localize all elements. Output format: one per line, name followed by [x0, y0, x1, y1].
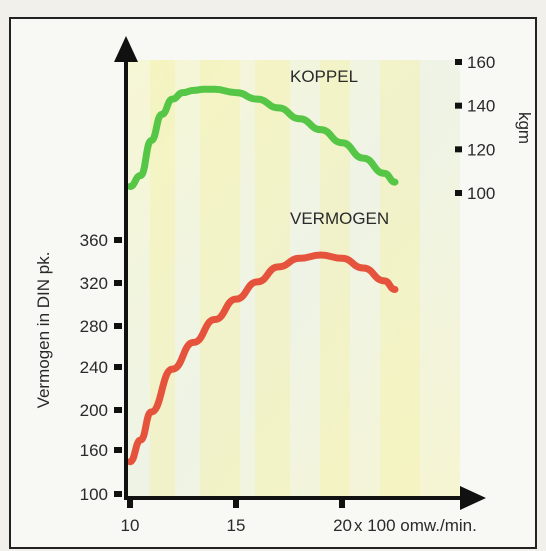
right-tick-label: 140	[467, 97, 495, 116]
left-tick-label: 160	[80, 441, 108, 460]
right-tick-mark	[455, 190, 462, 196]
background-streak	[200, 60, 240, 498]
left-tick-mark	[114, 491, 122, 497]
left-tick-label: 320	[80, 274, 108, 293]
series-label-vermogen: VERMOGEN	[290, 209, 389, 228]
x-tick-mark	[127, 500, 133, 508]
left-tick-mark	[114, 447, 122, 453]
plot-area	[126, 60, 460, 498]
series-layer	[126, 85, 399, 466]
right-tick-mark	[455, 59, 462, 65]
y-axis-arrow	[114, 36, 138, 62]
series-line-koppel	[126, 85, 399, 190]
x-axis-arrow	[460, 486, 486, 510]
x-tick-label: 20	[333, 516, 352, 535]
right-tick-mark	[455, 146, 462, 153]
right-tick-label: 100	[467, 184, 495, 203]
x-tick-label: 15	[227, 516, 246, 535]
left-tick-label: 360	[80, 231, 108, 250]
left-tick-mark	[114, 407, 122, 413]
ticks: 100 160 200 240 280 320 360 100 120 140 160 10 15 20	[80, 53, 496, 535]
right-axis-title: kgm	[515, 112, 534, 144]
left-tick-label: 280	[80, 317, 108, 336]
plot-background	[126, 60, 460, 498]
left-axis-title: Vermogen in DIN pk.	[34, 252, 53, 409]
x-axis-unit-label: x 100 omw./min.	[354, 516, 477, 535]
x-tick-mark	[233, 500, 239, 508]
series-line-vermogen	[126, 251, 399, 466]
left-tick-label: 200	[80, 401, 108, 420]
x-tick-mark	[339, 500, 345, 508]
left-tick-label: 100	[80, 485, 108, 504]
right-tick-mark	[455, 102, 462, 109]
x-tick-label: 10	[121, 516, 140, 535]
left-tick-label: 240	[80, 358, 108, 377]
left-tick-mark	[114, 364, 122, 370]
right-tick-label: 160	[467, 53, 495, 72]
axes	[114, 36, 486, 510]
left-tick-mark	[114, 323, 122, 329]
left-tick-mark	[114, 280, 122, 286]
series-label-koppel: KOPPEL	[290, 67, 358, 86]
left-tick-mark	[114, 237, 122, 243]
background-streak	[320, 60, 350, 498]
right-tick-label: 120	[467, 140, 495, 159]
